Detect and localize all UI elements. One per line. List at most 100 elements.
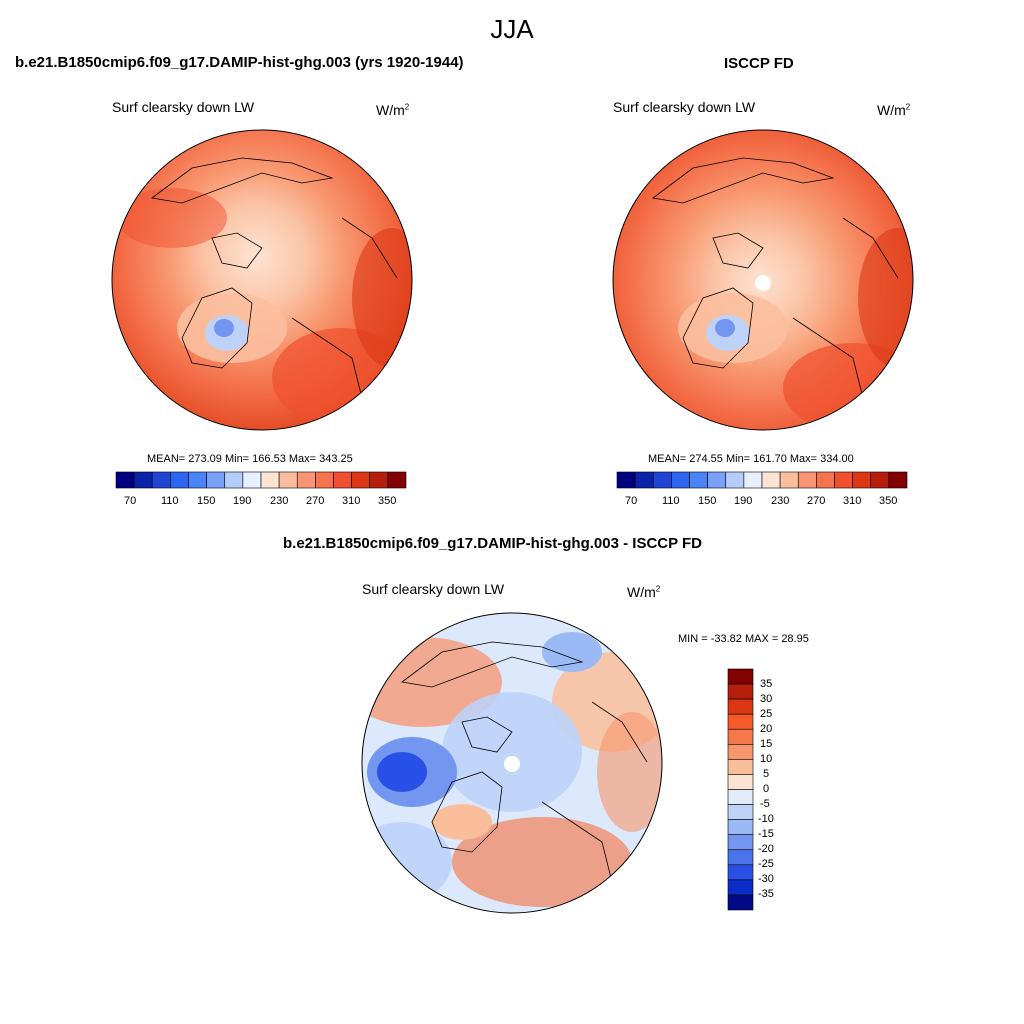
colorbar-swatch [779, 471, 799, 489]
panel-1-colorbar [115, 471, 407, 489]
panel-3-stats: MIN = -33.82 MAX = 28.95 [678, 633, 809, 645]
colorbar-swatch [727, 804, 754, 820]
colorbar-swatch [616, 471, 636, 489]
colorbar-tick-label: 230 [771, 495, 790, 507]
colorbar-swatch [278, 471, 298, 489]
colorbar-swatch [296, 471, 316, 489]
colorbar-tick-label: 190 [734, 495, 753, 507]
colorbar-tick-label: -25 [758, 858, 774, 870]
colorbar-tick-label: -10 [758, 813, 774, 825]
colorbar-tick-label: 350 [879, 495, 898, 507]
colorbar-tick-label: 310 [342, 495, 361, 507]
colorbar-tick-label: 35 [760, 678, 773, 690]
colorbar-swatch [727, 683, 754, 700]
colorbar-tick-label: 110 [662, 495, 680, 507]
panel-2-title: ISCCP FD [724, 55, 794, 72]
colorbar-tick-label: 270 [306, 495, 325, 507]
colorbar-swatch [727, 789, 754, 805]
colorbar-swatch [797, 471, 817, 489]
panel-1-coastline [151, 157, 334, 204]
panel-1-variable-label: Surf clearsky down LW [112, 99, 255, 115]
colorbar-swatch [727, 668, 754, 685]
colorbar-tick-label: 230 [270, 495, 289, 507]
colorbar-swatch [224, 471, 244, 489]
colorbar-swatch [333, 471, 352, 489]
colorbar-tick-label: 30 [760, 693, 773, 705]
colorbar-tick-label: 350 [378, 495, 397, 507]
colorbar-swatch [315, 471, 334, 489]
panel-2-colorbar [616, 471, 908, 489]
colorbar-tick-label: 110 [161, 495, 179, 507]
colorbar-tick-label: -5 [760, 798, 770, 810]
colorbar-swatch [387, 471, 407, 489]
panel-3-map-border [361, 612, 663, 914]
colorbar-tick-label: -35 [758, 888, 774, 900]
colorbar-swatch [671, 471, 690, 489]
colorbar-tick-label: 190 [233, 495, 252, 507]
colorbar-swatch [369, 471, 389, 489]
colorbar-swatch [727, 774, 754, 790]
colorbar-swatch [725, 471, 745, 489]
colorbar-swatch [260, 471, 280, 489]
colorbar-tick-label: 70 [124, 495, 137, 507]
colorbar-tick-label: 25 [760, 708, 773, 720]
colorbar-swatch [727, 834, 754, 851]
colorbar-swatch [727, 698, 754, 715]
colorbar-swatch [707, 471, 727, 489]
colorbar-tick-label: 270 [807, 495, 826, 507]
colorbar-swatch [242, 471, 262, 489]
panel-2-pole-gap [755, 275, 771, 291]
colorbar-tick-label: 310 [843, 495, 862, 507]
panel-3-title: b.e21.B1850cmip6.f09_g17.DAMIP-hist-ghg.… [283, 535, 703, 552]
colorbar-swatch [727, 759, 754, 775]
colorbar-swatch [634, 471, 654, 489]
colorbar-swatch [351, 471, 371, 489]
colorbar-swatch [151, 471, 171, 489]
panel-1-map-border [111, 129, 413, 431]
colorbar-swatch [170, 471, 189, 489]
panel-1-units-label: W/m2 [376, 102, 410, 118]
colorbar-swatch [115, 471, 135, 489]
colorbar-swatch [870, 471, 890, 489]
panel-2-variable-label: Surf clearsky down LW [613, 99, 756, 115]
colorbar-tick-label: -15 [758, 828, 774, 840]
panel-1-stats: MEAN= 273.09 Min= 166.53 Max= 343.25 [147, 453, 353, 465]
colorbar-tick-label: -20 [758, 843, 774, 855]
colorbar-swatch [727, 879, 754, 896]
panel-2-coastline [652, 157, 835, 204]
panel-1-title: b.e21.B1850cmip6.f09_g17.DAMIP-hist-ghg.… [15, 54, 464, 71]
panel-3-polar-map [361, 612, 663, 914]
panel-3-colorbar [727, 668, 754, 911]
colorbar-swatch [727, 713, 754, 730]
colorbar-swatch [888, 471, 908, 489]
colorbar-swatch [834, 471, 853, 489]
colorbar-swatch [816, 471, 835, 489]
colorbar-swatch [652, 471, 672, 489]
colorbar-swatch [727, 849, 754, 866]
colorbar-swatch [761, 471, 781, 489]
panel-3-coastline [401, 641, 584, 688]
panel-1-polar-map [111, 129, 413, 431]
colorbar-swatch [852, 471, 872, 489]
colorbar-tick-label: 10 [760, 753, 773, 765]
colorbar-swatch [206, 471, 226, 489]
colorbar-tick-label: 150 [698, 495, 717, 507]
colorbar-swatch [727, 819, 754, 835]
panel-2-stats: MEAN= 274.55 Min= 161.70 Max= 334.00 [648, 453, 854, 465]
panel-2-map-border [612, 129, 914, 431]
colorbar-swatch [188, 471, 207, 489]
colorbar-tick-label: 20 [760, 723, 773, 735]
panel-3-pole-gap [504, 756, 520, 772]
colorbar-swatch [727, 728, 754, 745]
colorbar-tick-label: 5 [763, 768, 770, 780]
panel-3-units-label: W/m2 [627, 584, 661, 600]
colorbar-swatch [743, 471, 763, 489]
colorbar-swatch [133, 471, 153, 489]
colorbar-swatch [727, 744, 754, 760]
panel-2-units-label: W/m2 [877, 102, 911, 118]
colorbar-swatch [727, 864, 754, 881]
colorbar-tick-label: 15 [760, 738, 773, 750]
colorbar-tick-label: 0 [763, 783, 770, 795]
colorbar-tick-label: -30 [758, 873, 774, 885]
colorbar-swatch [727, 894, 754, 911]
